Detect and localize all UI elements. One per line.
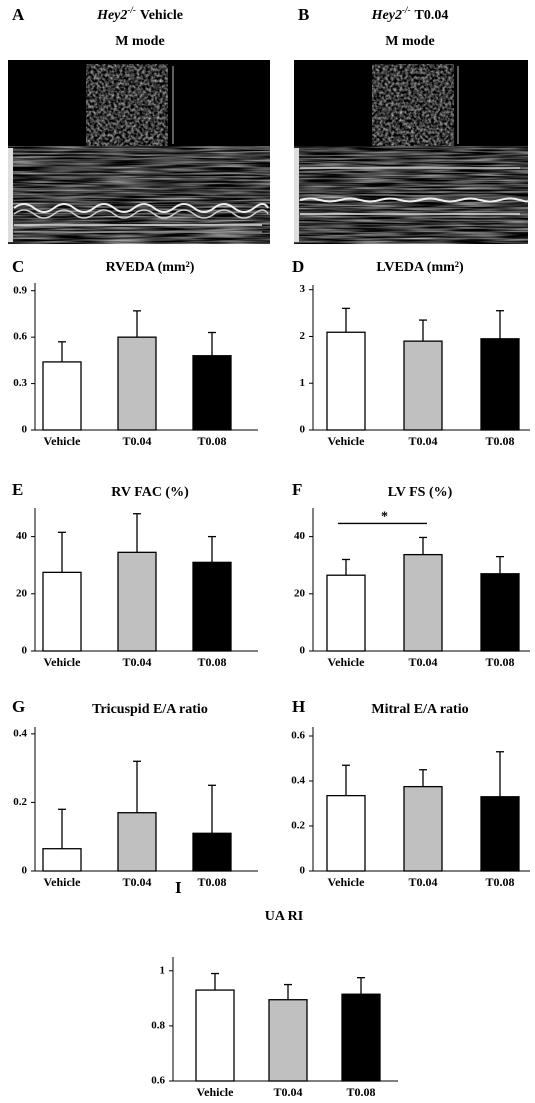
y-tick-label: 40 [294,530,306,542]
x-tick-label: Vehicle [197,1085,235,1099]
y-tick-label: 1 [160,964,166,976]
chart-title: RV FAC (%) [111,485,189,500]
y-tick-label: 1 [300,377,306,389]
panel-letter: H [292,697,305,716]
panel-letter: D [292,257,304,276]
image-subtitle: M mode [115,34,164,49]
y-tick-label: 0.6 [151,1075,165,1087]
treatment: T0.04 [414,8,448,23]
bar [118,813,156,871]
genotype: Hey2 [371,8,402,23]
panel-letter: F [292,480,302,499]
ultrasound-image-b [294,60,528,244]
y-tick-label: 40 [16,530,28,542]
chart-title: Mitral E/A ratio [371,702,468,717]
y-tick-label: 3 [300,283,306,295]
panel-letter: E [12,480,23,499]
y-tick-label: 0.9 [13,284,27,296]
y-tick-label: 0 [22,865,28,877]
bar [481,574,519,651]
x-tick-label: T0.08 [485,875,514,889]
x-tick-label: Vehicle [44,875,82,889]
x-tick-label: T0.08 [485,434,514,448]
x-tick-label: T0.08 [197,434,226,448]
bar [404,555,442,651]
y-tick-label: 0 [300,645,306,657]
ultrasound-image-a [8,60,270,244]
bar [481,339,519,430]
panel-letter: I [175,878,182,897]
x-tick-label: T0.08 [346,1085,375,1099]
y-tick-label: 0 [300,424,306,436]
y-tick-label: 0.6 [291,730,305,742]
x-tick-label: T0.04 [122,655,151,669]
x-tick-label: T0.04 [273,1085,302,1099]
bar [327,575,365,651]
y-tick-label: 0.6 [13,331,27,343]
panel-letter: B [298,5,309,24]
bar [481,797,519,871]
image-subtitle: M mode [385,34,434,49]
x-tick-label: Vehicle [328,875,366,889]
x-tick-label: T0.08 [485,655,514,669]
genotype: Hey2 [96,8,127,23]
bar [43,849,81,871]
bar [404,787,442,871]
bar [404,341,442,430]
x-tick-label: Vehicle [328,655,366,669]
x-tick-label: T0.08 [197,875,226,889]
chart-title: Tricuspid E/A ratio [92,702,208,717]
bar [193,562,231,651]
chart-title: LV FS (%) [388,485,453,500]
figure: AHey2-/-VehicleM modeBHey2-/-T0.04M mode… [0,0,535,1103]
y-tick-label: 2 [300,330,306,342]
bar [327,796,365,871]
image-title: Hey2-/- Vehicle [96,5,183,23]
y-tick-label: 0.8 [151,1019,165,1031]
bar [43,362,81,430]
bar [118,552,156,651]
panel-letter: A [12,5,25,24]
chart-title: UA RI [265,909,304,924]
chart-title: LVEDA (mm²) [376,260,464,275]
significance-label: * [381,510,388,525]
y-tick-label: 20 [294,587,306,599]
chart-title: RVEDA (mm²) [106,260,195,275]
y-tick-label: 0 [22,645,28,657]
y-tick-label: 0.4 [13,727,27,739]
x-tick-label: Vehicle [44,655,82,669]
x-tick-label: T0.08 [197,655,226,669]
y-tick-label: 0.4 [291,775,305,787]
treatment: Vehicle [140,8,183,23]
x-tick-label: T0.04 [408,434,437,448]
panel-letter: G [12,697,25,716]
bar [327,332,365,430]
bar [118,337,156,430]
bar [196,990,234,1081]
genotype-superscript: -/- [127,5,136,15]
x-tick-label: T0.04 [408,875,437,889]
bar [193,833,231,871]
y-tick-label: 0.2 [13,796,27,808]
x-tick-label: Vehicle [328,434,366,448]
bar [342,994,380,1081]
x-tick-label: Vehicle [44,434,82,448]
genotype-superscript: -/- [402,5,411,15]
y-tick-label: 20 [16,587,28,599]
x-tick-label: T0.04 [408,655,437,669]
image-title: Hey2-/-T0.04 [371,5,449,23]
bar [269,1000,307,1081]
x-tick-label: T0.04 [122,434,151,448]
bar [193,356,231,430]
panel-letter: C [12,257,24,276]
y-tick-label: 0.3 [13,377,27,389]
bar [43,572,81,651]
y-tick-label: 0.2 [291,820,305,832]
x-tick-label: T0.04 [122,875,151,889]
y-tick-label: 0 [22,424,28,436]
y-tick-label: 0 [300,865,306,877]
